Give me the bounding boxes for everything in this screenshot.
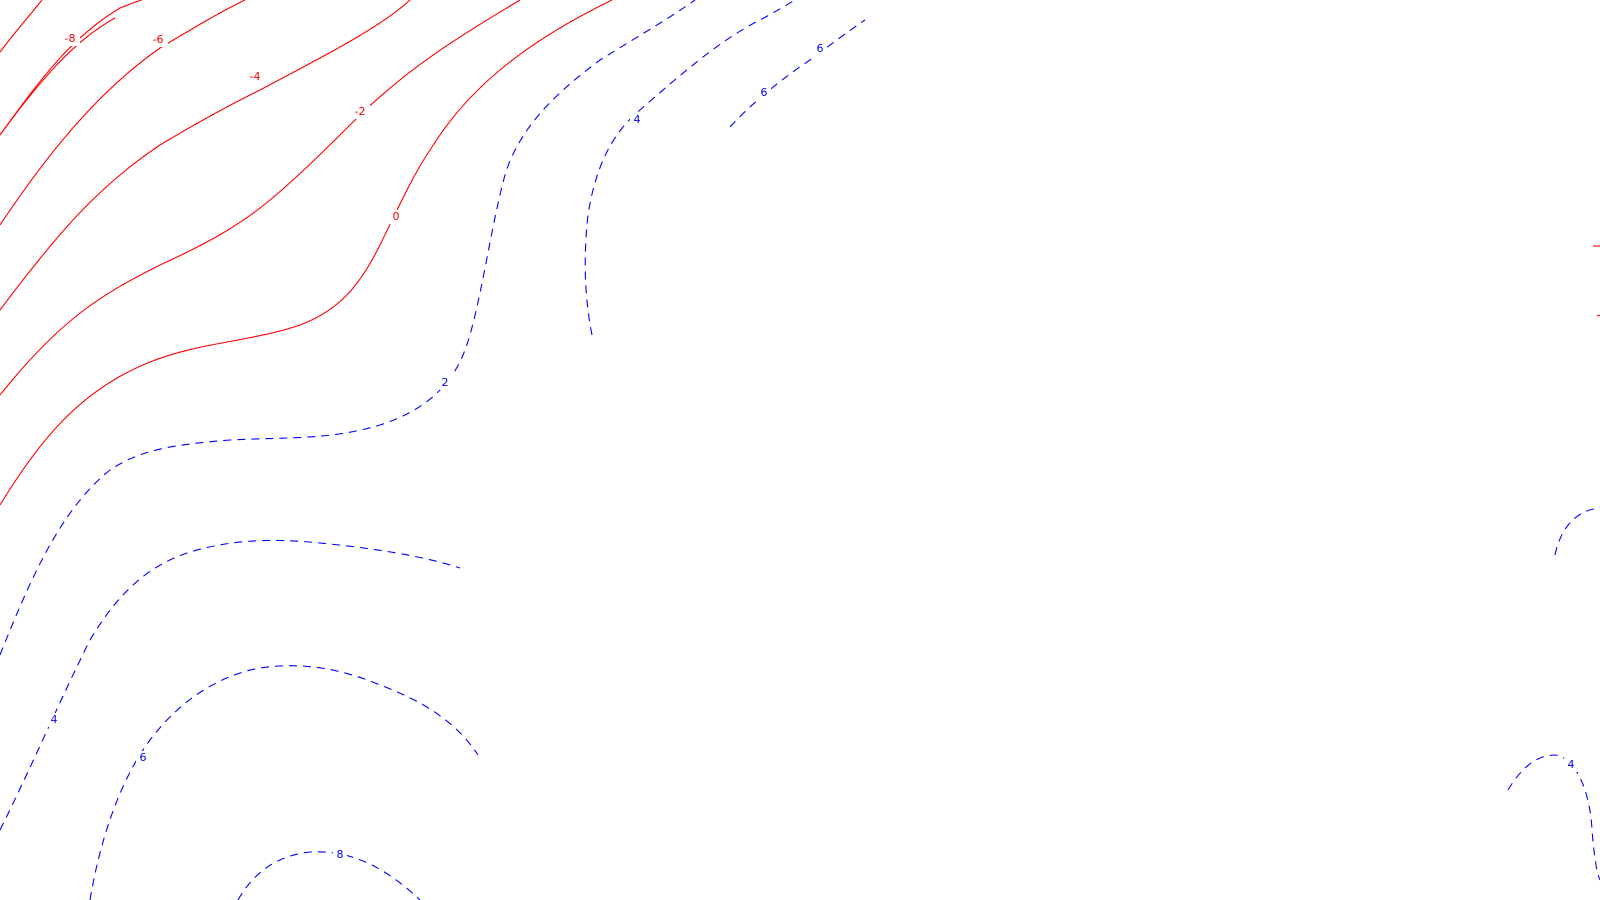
label-group-pos4-lower: 4 [47,713,61,727]
contour-line-neg4 [0,0,246,226]
contour-line-pos2 [0,0,696,656]
label-group-zero: 0 [389,210,403,224]
contour-label-pos6-upper-a: 6 [761,86,768,99]
contour-line-pos6-upper [729,19,866,128]
contour-line-pos6-lower [89,665,479,900]
contour-label-pos6-upper-b: 6 [817,42,824,55]
contour-line-pos4-lower [0,539,461,831]
contour-line-pos8-lower [237,851,421,900]
contour-label-pos4-lower: 4 [51,713,58,726]
contour-labels: -8 -6 -4 -2 0 2 4 6 [47,32,1578,862]
label-group-pos2: 2 [438,376,452,390]
contour-line-neg6-upper [0,0,143,136]
contour-label-neg8: -8 [65,32,76,45]
contour-label-pos4-right: 4 [1568,758,1575,771]
contour-line-neg6 [0,17,116,136]
negative-contours [0,0,613,506]
contour-label-neg6: -6 [153,33,164,46]
label-group-pos6-lower: 6 [136,751,150,765]
contour-line-pos2-right [1554,507,1600,556]
label-group-pos4-right: 4 [1564,758,1578,772]
contour-line-pos4-right [1507,754,1600,881]
label-group-pos6-upper-a: 6 [757,86,771,100]
label-group-pos4-upper: 4 [630,113,644,127]
label-group-neg2: -2 [350,105,370,119]
contour-label-pos6-lower: 6 [140,751,147,764]
label-group-pos8-lower: 8 [333,848,347,862]
contour-label-neg4: -4 [250,70,261,83]
contour-line-pos4-upper [584,0,796,336]
contour-line-neg2b [0,0,521,396]
label-group-neg4: -4 [245,70,265,84]
contour-line-zero [0,0,613,506]
contour-label-pos4-upper: 4 [634,113,641,126]
contour-line-neg8 [0,0,43,53]
label-group-neg6: -6 [148,33,168,47]
contour-label-zero: 0 [393,210,400,223]
contour-label-pos2: 2 [442,376,449,389]
label-group-neg8: -8 [60,32,80,46]
contour-line-neg2 [0,0,411,311]
contour-label-neg2: -2 [355,105,366,118]
label-group-pos6-upper-b: 6 [813,42,827,56]
contour-label-pos8-lower: 8 [337,848,344,861]
